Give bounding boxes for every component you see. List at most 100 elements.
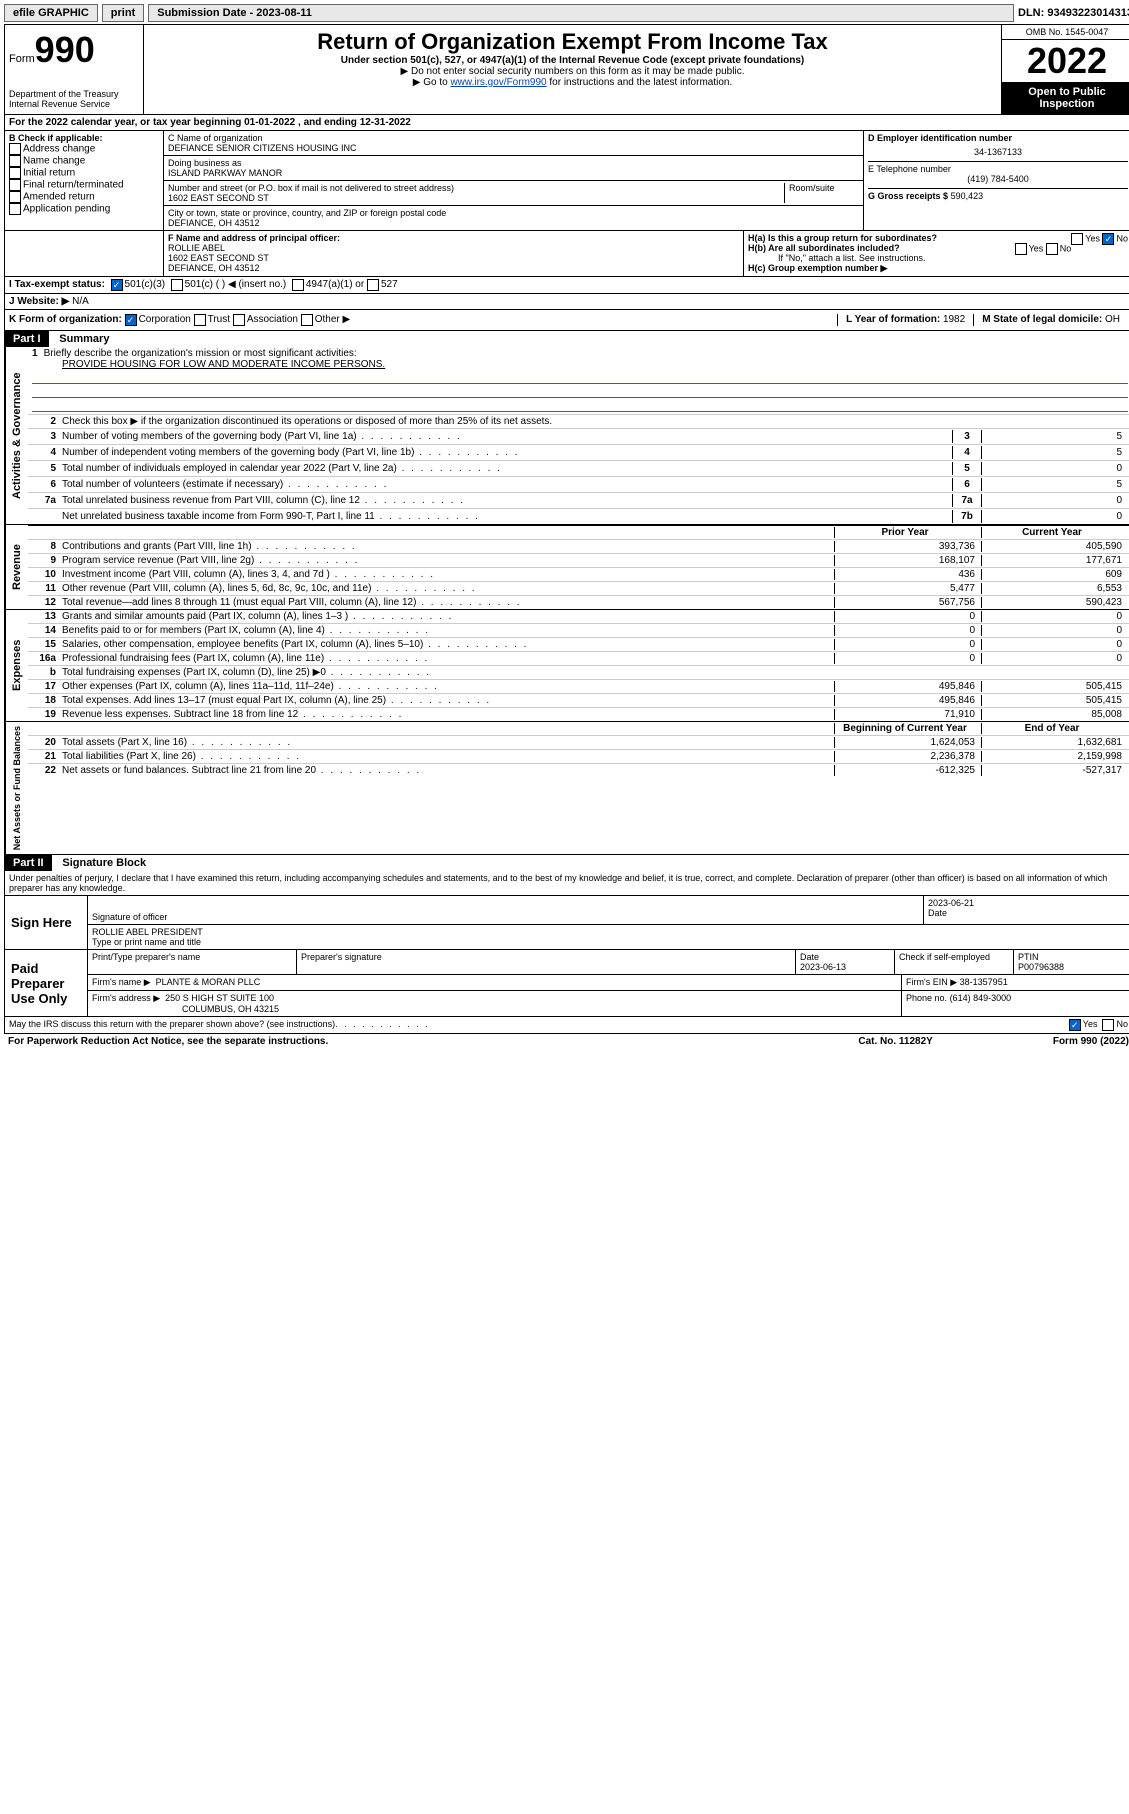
dln: DLN: 93493223014313 [1018, 7, 1129, 19]
cb-4947[interactable] [292, 279, 304, 291]
box-c: C Name of organization DEFIANCE SENIOR C… [164, 131, 864, 230]
top-bar: efile GRAPHIC print Submission Date - 20… [4, 4, 1129, 22]
gov-line: Net unrelated business taxable income fr… [28, 509, 1129, 524]
gov-line: 7aTotal unrelated business revenue from … [28, 493, 1129, 509]
footer-row: For Paperwork Reduction Act Notice, see … [4, 1034, 1129, 1049]
cb-association[interactable] [233, 314, 245, 326]
data-line: 21Total liabilities (Part X, line 26)2,2… [28, 750, 1129, 764]
cb-amended-return[interactable]: Amended return [9, 191, 159, 203]
data-line: 16aProfessional fundraising fees (Part I… [28, 652, 1129, 666]
period-row: For the 2022 calendar year, or tax year … [4, 115, 1129, 131]
org-info-row: B Check if applicable: Address change Na… [4, 131, 1129, 231]
title-cell: Return of Organization Exempt From Incom… [144, 25, 1002, 114]
sig-officer-label: Signature of officer [92, 912, 919, 922]
h-c: H(c) Group exemption number ▶ [748, 263, 1128, 274]
sig-date: 2023-06-21 [928, 898, 1128, 908]
col-end-year: End of Year [981, 723, 1128, 734]
part1-header-row: Part I Summary [4, 331, 1129, 347]
prep-sig-label: Preparer's signature [297, 950, 796, 974]
cb-527[interactable] [367, 279, 379, 291]
officer-addr2: DEFIANCE, OH 43512 [168, 263, 739, 273]
website-value: N/A [72, 296, 89, 307]
cb-discuss-no[interactable] [1102, 1019, 1114, 1031]
data-line: 13Grants and similar amounts paid (Part … [28, 610, 1129, 624]
instr-2-pre: ▶ Go to [413, 77, 451, 88]
klm-row: K Form of organization: ✓ Corporation Tr… [4, 310, 1129, 331]
print-button[interactable]: print [102, 4, 144, 22]
signature-block: Under penalties of perjury, I declare th… [4, 871, 1129, 1034]
gross-receipts-value: 590,423 [951, 191, 984, 201]
part2-badge: Part II [5, 855, 52, 871]
cb-final-return[interactable]: Final return/terminated [9, 179, 159, 191]
paid-preparer-label: Paid Preparer Use Only [5, 950, 88, 1016]
may-irs-discuss: May the IRS discuss this return with the… [9, 1019, 335, 1031]
gov-line: 6Total number of volunteers (estimate if… [28, 477, 1129, 493]
instr-2-post: for instructions and the latest informat… [547, 77, 733, 88]
box-h: H(a) Is this a group return for subordin… [744, 231, 1129, 276]
cb-501c[interactable] [171, 279, 183, 291]
officer-label: F Name and address of principal officer: [168, 233, 739, 243]
cb-corporation[interactable]: ✓ [125, 314, 137, 326]
box-d-e-g: D Employer identification number 34-1367… [864, 131, 1129, 230]
box-b: B Check if applicable: Address change Na… [5, 131, 164, 230]
col-begin-year: Beginning of Current Year [834, 723, 981, 734]
omb-number: OMB No. 1545-0047 [1002, 25, 1129, 40]
cb-501c3[interactable]: ✓ [111, 279, 123, 291]
irs-link[interactable]: www.irs.gov/Form990 [450, 77, 546, 88]
cb-discuss-yes[interactable]: ✓ [1069, 1019, 1081, 1031]
instr-1: ▶ Do not enter social security numbers o… [148, 66, 997, 77]
city-value: DEFIANCE, OH 43512 [168, 218, 859, 228]
part1-title: Summary [51, 333, 109, 345]
cb-name-change[interactable]: Name change [9, 155, 159, 167]
line-j-label: J Website: ▶ [9, 296, 69, 307]
cb-trust[interactable] [194, 314, 206, 326]
prep-name-label: Print/Type preparer's name [88, 950, 297, 974]
sign-here-label: Sign Here [5, 896, 88, 949]
check-self-employed[interactable]: Check if self-employed [895, 950, 1014, 974]
prep-date-label: Date [800, 952, 890, 962]
form-subtitle: Under section 501(c), 527, or 4947(a)(1)… [148, 55, 997, 66]
data-line: 10Investment income (Part VIII, column (… [28, 568, 1129, 582]
domicile-state: OH [1105, 314, 1120, 325]
firm-phone-label: Phone no. [906, 993, 947, 1003]
year-formation: 1982 [943, 314, 965, 325]
data-line: 19Revenue less expenses. Subtract line 1… [28, 708, 1129, 721]
col-current-year: Current Year [981, 527, 1128, 538]
instr-2: ▶ Go to www.irs.gov/Form990 for instruct… [148, 77, 997, 88]
mission-label: Briefly describe the organization's miss… [44, 348, 357, 359]
ptin-label: PTIN [1018, 952, 1128, 962]
declaration-text: Under penalties of perjury, I declare th… [5, 871, 1129, 896]
website-row: J Website: ▶ N/A [4, 294, 1129, 310]
efile-button[interactable]: efile GRAPHIC [4, 4, 98, 22]
submission-date: Submission Date - 2023-08-11 [148, 4, 1014, 22]
cb-other[interactable] [301, 314, 313, 326]
officer-name-title-label: Type or print name and title [92, 937, 1128, 947]
data-line: 22Net assets or fund balances. Subtract … [28, 764, 1129, 777]
line-m-label: M State of legal domicile: [982, 314, 1102, 325]
form-id-cell: Form990 Department of the Treasury Inter… [5, 25, 144, 114]
city-label: City or town, state or province, country… [168, 208, 859, 218]
officer-name: ROLLIE ABEL [168, 243, 739, 253]
footer-right: Form 990 (2022) [1053, 1036, 1129, 1047]
side-revenue: Revenue [5, 525, 28, 609]
part2-title: Signature Block [54, 857, 146, 869]
data-line: 18Total expenses. Add lines 13–17 (must … [28, 694, 1129, 708]
gross-receipts-label: G Gross receipts $ [868, 191, 948, 201]
firm-ein: 38-1357951 [960, 977, 1008, 987]
cb-address-change[interactable]: Address change [9, 143, 159, 155]
cb-application-pending[interactable]: Application pending [9, 203, 159, 215]
governance-section: Activities & Governance 1Briefly describ… [4, 347, 1129, 525]
line-k-label: K Form of organization: [9, 314, 122, 326]
side-expenses: Expenses [5, 610, 28, 721]
gov-line: 5Total number of individuals employed in… [28, 461, 1129, 477]
year-cell: OMB No. 1545-0047 2022 Open to Public In… [1002, 25, 1129, 114]
footer-mid: Cat. No. 11282Y [858, 1036, 932, 1047]
data-line: 8Contributions and grants (Part VIII, li… [28, 540, 1129, 554]
cb-initial-return[interactable]: Initial return [9, 167, 159, 179]
phone-label: E Telephone number [868, 164, 951, 174]
firm-ein-label: Firm's EIN ▶ [906, 977, 957, 987]
period-text: For the 2022 calendar year, or tax year … [9, 117, 411, 128]
h-b: H(b) Are all subordinates included? Yes … [748, 243, 1128, 253]
firm-addr: 250 S HIGH ST SUITE 100 [165, 993, 274, 1003]
data-line: 17Other expenses (Part IX, column (A), l… [28, 680, 1129, 694]
